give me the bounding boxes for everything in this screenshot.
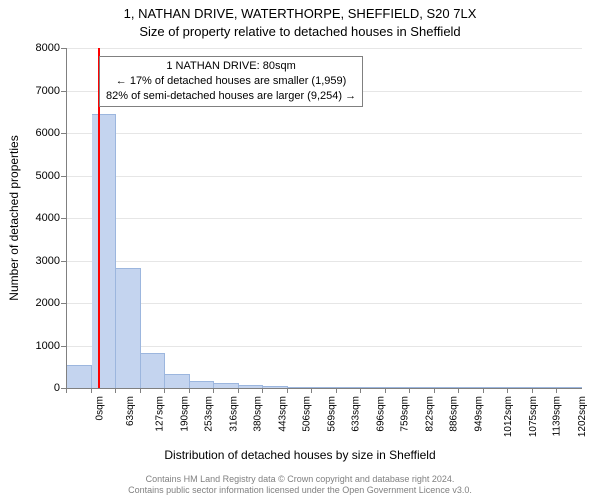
x-tick-mark [66,388,67,393]
gridline [67,133,582,134]
page-title-line1: 1, NATHAN DRIVE, WATERTHORPE, SHEFFIELD,… [0,6,600,21]
x-tick-mark [140,388,141,393]
x-tick-mark [360,388,361,393]
histogram-bar [312,387,337,388]
histogram-plot: 1 NATHAN DRIVE: 80sqm ← 17% of detached … [66,48,582,389]
x-tick-mark [532,388,533,393]
x-tick-label: 822sqm [424,396,435,432]
annotation-line-2: ← 17% of detached houses are smaller (1,… [106,74,356,89]
x-tick-mark [164,388,165,393]
y-tick-label: 1000 [4,340,60,352]
x-tick-mark [238,388,239,393]
histogram-bar [410,387,435,388]
x-tick-mark [507,388,508,393]
histogram-bar [67,365,92,388]
histogram-bar [386,387,411,388]
x-tick-label: 1139sqm [552,396,563,436]
x-tick-mark [556,388,557,393]
y-tick-label: 5000 [4,170,60,182]
x-tick-label: 190sqm [179,396,190,432]
x-tick-label: 63sqm [125,396,136,426]
histogram-bar [361,387,386,388]
annotation-line-3: 82% of semi-detached houses are larger (… [106,89,356,104]
histogram-bar [508,387,533,388]
x-tick-mark [287,388,288,393]
x-tick-label: 316sqm [228,396,239,432]
gridline [67,218,582,219]
x-axis-label: Distribution of detached houses by size … [0,448,600,462]
histogram-bar [165,374,190,388]
x-tick-mark [311,388,312,393]
x-tick-mark [458,388,459,393]
y-tick-label: 7000 [4,85,60,97]
histogram-bar [337,387,362,388]
histogram-bar [141,353,166,388]
x-tick-mark [91,388,92,393]
histogram-bar [459,387,484,388]
histogram-bar [484,387,509,388]
y-tick-label: 8000 [4,42,60,54]
histogram-bar [557,387,582,388]
gridline [67,303,582,304]
histogram-bar [533,387,558,388]
x-tick-mark [336,388,337,393]
histogram-bar [263,386,288,388]
x-tick-label: 759sqm [400,396,411,432]
y-tick-label: 3000 [4,255,60,267]
histogram-bar [190,381,215,388]
x-tick-label: 443sqm [277,396,288,432]
histogram-bar [435,387,460,388]
x-tick-mark [262,388,263,393]
x-tick-mark [434,388,435,393]
x-tick-mark [189,388,190,393]
x-tick-label: 0sqm [94,396,105,420]
x-tick-label: 569sqm [326,396,337,432]
footer-line-2: Contains public sector information licen… [0,485,600,496]
y-tick-label: 2000 [4,297,60,309]
histogram-bar [288,387,313,388]
gridline [67,346,582,347]
x-tick-label: 1012sqm [504,396,515,437]
x-tick-label: 949sqm [473,396,484,432]
gridline [67,261,582,262]
x-tick-mark [483,388,484,393]
x-tick-label: 886sqm [449,396,460,432]
x-tick-label: 253sqm [204,396,215,432]
x-tick-label: 696sqm [375,396,386,432]
x-tick-label: 127sqm [155,396,166,432]
x-tick-mark [385,388,386,393]
x-tick-label: 1202sqm [577,396,588,437]
x-tick-mark [409,388,410,393]
gridline [67,176,582,177]
page-title-line2: Size of property relative to detached ho… [0,24,600,39]
footer-attribution: Contains HM Land Registry data © Crown c… [0,474,600,496]
x-tick-label: 380sqm [253,396,264,432]
y-tick-label: 0 [4,382,60,394]
x-tick-label: 1075sqm [528,396,539,437]
histogram-bar [92,114,117,388]
x-tick-label: 506sqm [302,396,313,432]
footer-line-1: Contains HM Land Registry data © Crown c… [0,474,600,485]
y-tick-label: 4000 [4,212,60,224]
marker-annotation: 1 NATHAN DRIVE: 80sqm ← 17% of detached … [99,56,363,107]
histogram-bar [239,385,264,388]
x-tick-label: 633sqm [351,396,362,432]
x-tick-mark [213,388,214,393]
histogram-bar [116,268,141,388]
annotation-line-1: 1 NATHAN DRIVE: 80sqm [106,59,356,74]
gridline [67,48,582,49]
y-tick-label: 6000 [4,127,60,139]
x-tick-mark [115,388,116,393]
histogram-bar [214,383,239,388]
